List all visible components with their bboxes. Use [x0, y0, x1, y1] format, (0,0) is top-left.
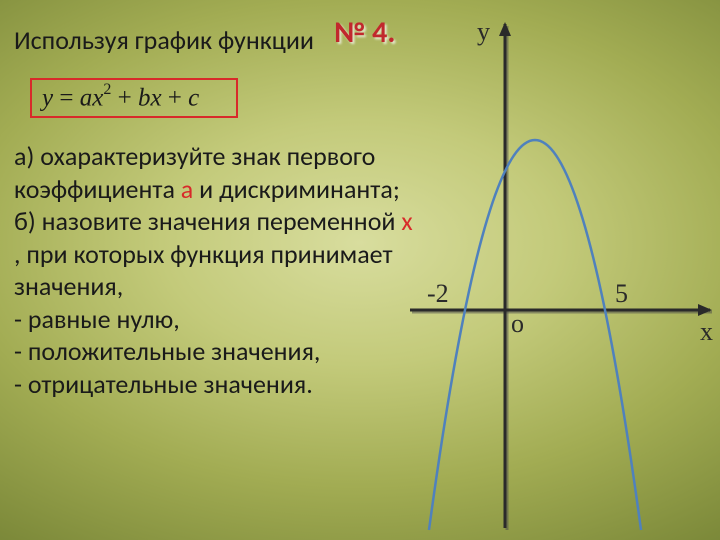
formula-c: c	[188, 85, 199, 112]
formula-plus1: +	[118, 85, 138, 112]
formula-a: a	[80, 85, 93, 112]
origin-label: o	[511, 309, 524, 338]
bullet-1: - положительные значения,	[14, 335, 320, 367]
formula-y: y	[42, 85, 53, 112]
part-b-prefix: б) назовите значения переменной	[14, 205, 401, 237]
chart: y x o -2 5	[400, 10, 720, 540]
bullet-0: - равные нулю,	[14, 303, 180, 335]
formula-x2: x	[92, 85, 103, 112]
intro-text: Используя график функции	[14, 24, 314, 56]
problem-number: № 4.	[334, 14, 395, 51]
formula-eq: =	[59, 85, 79, 112]
bullet-2: - отрицательные значения.	[14, 368, 313, 400]
coef-a: a	[181, 173, 193, 205]
part-b-suffix: , при которых функция принимает значения…	[14, 238, 393, 303]
axis-label-y: y	[477, 17, 490, 46]
formula-plus2: +	[168, 85, 188, 112]
chart-svg: y x o -2 5	[400, 10, 720, 540]
formula-box: y = ax2 + bx + c	[30, 78, 238, 118]
body-text: а) охарактеризуйте знак первого коэффици…	[14, 140, 414, 400]
formula-b: b	[138, 85, 151, 112]
formula: y = ax2 + bx + c	[42, 83, 199, 112]
axis-label-x: x	[700, 317, 713, 346]
root-label-left: -2	[427, 279, 449, 308]
root-label-right: 5	[615, 279, 628, 308]
part-a-suffix: и дискриминанта;	[193, 173, 400, 205]
formula-sup2: 2	[103, 81, 111, 98]
formula-x: x	[150, 85, 161, 112]
